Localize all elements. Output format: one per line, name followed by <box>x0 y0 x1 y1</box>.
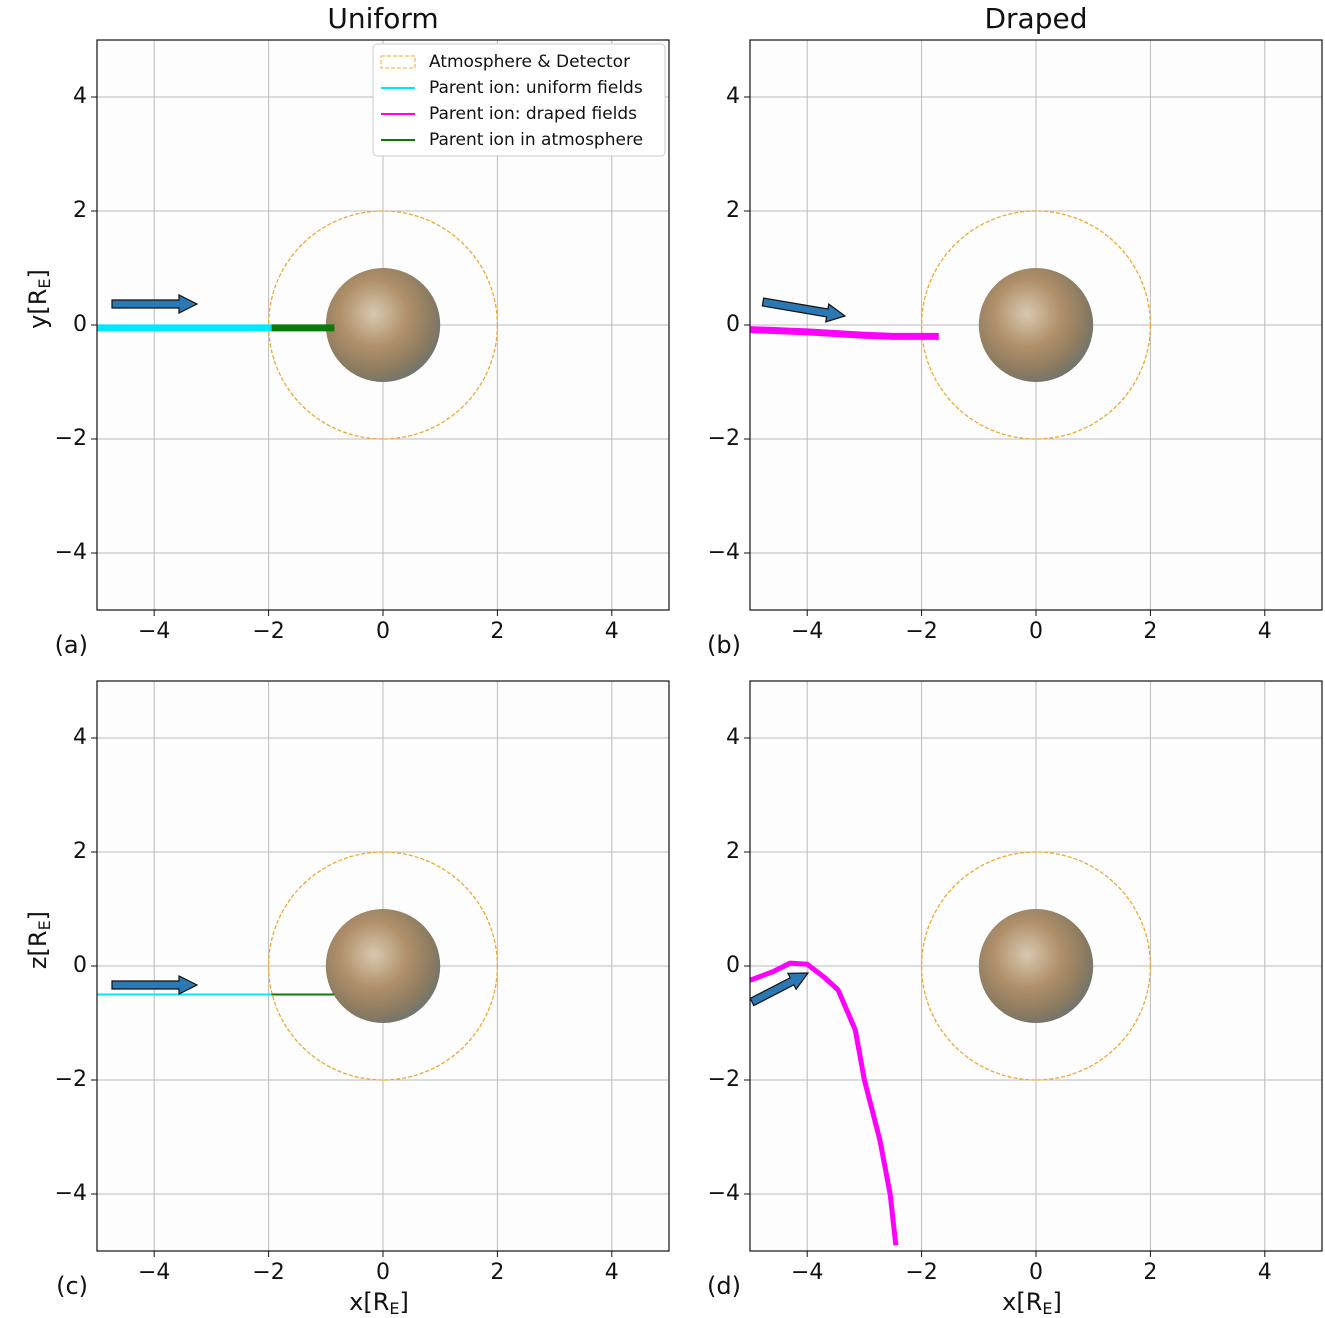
x-tick-label: 4 <box>1258 619 1272 644</box>
x-tick-label: 2 <box>490 619 504 644</box>
y-tick-label: 2 <box>73 198 87 223</box>
y-tick-label: 4 <box>726 725 740 750</box>
legend-box <box>372 43 666 157</box>
y-tick-label: 2 <box>73 839 87 864</box>
axes-frame <box>749 39 1323 611</box>
x-tick-label: 0 <box>1029 1260 1043 1285</box>
axis-label-part: ] <box>24 269 52 278</box>
axis-label: x[RE] <box>349 1288 409 1318</box>
panel-label: (c) <box>56 1272 88 1300</box>
y-tick-label: 4 <box>73 84 87 109</box>
axes-frame <box>749 680 1323 1252</box>
axis-label-part: E <box>35 279 54 289</box>
axis-label: y[RE] <box>24 269 54 329</box>
y-tick-label: −4 <box>708 1181 740 1206</box>
axis-label-part: ] <box>399 1288 408 1316</box>
x-tick-label: −4 <box>791 619 823 644</box>
y-tick-label: −2 <box>55 1067 87 1092</box>
x-tick-label: −4 <box>791 1260 823 1285</box>
atmosphere <box>920 851 1152 1081</box>
panel-title: Draped <box>984 2 1087 35</box>
y-tick-label: −2 <box>708 426 740 451</box>
x-tick-label: −2 <box>905 619 937 644</box>
panel-label: (a) <box>55 631 88 659</box>
moon <box>978 268 1094 382</box>
axis-label-part: z[R <box>24 930 52 969</box>
x-tick-label: 0 <box>376 1260 390 1285</box>
x-tick-label: −2 <box>905 1260 937 1285</box>
atmosphere <box>920 210 1152 440</box>
axis-label: z[RE] <box>24 911 54 969</box>
axis-label-part: y[R <box>24 289 52 329</box>
flow-arrow <box>749 972 810 1007</box>
axis-label-part: x[R <box>349 1288 389 1316</box>
legend-label: Parent ion: uniform fields <box>429 78 643 98</box>
x-tick-label: −4 <box>138 619 170 644</box>
legend-label: Atmosphere & Detector <box>429 52 630 72</box>
y-tick-label: −2 <box>55 426 87 451</box>
y-tick-label: 0 <box>726 312 740 337</box>
axis-label-part: ] <box>24 911 52 920</box>
trajectory <box>749 326 939 340</box>
axes-frame <box>96 680 670 1252</box>
y-tick-label: 2 <box>726 198 740 223</box>
x-tick-label: 0 <box>376 619 390 644</box>
moon <box>978 909 1094 1023</box>
atmosphere <box>267 851 499 1081</box>
axis-label-part: x[R <box>1002 1288 1042 1316</box>
axis-label-part: E <box>389 1299 399 1318</box>
y-tick-label: 4 <box>726 84 740 109</box>
axis-label-part: ] <box>1052 1288 1061 1316</box>
flow-arrow <box>111 294 199 314</box>
axis-label-part: E <box>1042 1299 1052 1318</box>
x-tick-label: 4 <box>605 1260 619 1285</box>
axes-frame <box>96 39 670 611</box>
legend-label: Parent ion: draped fields <box>429 104 637 124</box>
legend-swatch <box>380 55 416 69</box>
y-tick-label: −4 <box>708 540 740 565</box>
y-tick-label: 4 <box>73 725 87 750</box>
x-tick-label: 4 <box>1258 1260 1272 1285</box>
flow-arrow <box>761 297 847 323</box>
atmosphere <box>267 210 499 440</box>
y-tick-label: −4 <box>55 1181 87 1206</box>
flow-arrow <box>111 975 199 995</box>
x-tick-label: −4 <box>138 1260 170 1285</box>
y-tick-label: −4 <box>55 540 87 565</box>
y-tick-label: 0 <box>73 953 87 978</box>
x-tick-label: 0 <box>1029 619 1043 644</box>
x-tick-label: 2 <box>490 1260 504 1285</box>
y-tick-label: 0 <box>726 953 740 978</box>
axis-label-part: E <box>35 920 54 930</box>
x-tick-label: 4 <box>605 619 619 644</box>
x-tick-label: −2 <box>252 1260 284 1285</box>
x-tick-label: 2 <box>1143 619 1157 644</box>
y-tick-label: 2 <box>726 839 740 864</box>
panel-label: (d) <box>707 1272 741 1300</box>
panel-title: Uniform <box>327 2 438 35</box>
legend-label: Parent ion in atmosphere <box>429 130 643 150</box>
y-tick-label: 0 <box>73 312 87 337</box>
moon <box>325 909 441 1023</box>
trajectory <box>749 960 899 1246</box>
panel-label: (b) <box>707 631 741 659</box>
y-tick-label: −2 <box>708 1067 740 1092</box>
x-tick-label: 2 <box>1143 1260 1157 1285</box>
moon <box>325 268 441 382</box>
x-tick-label: −2 <box>252 619 284 644</box>
axis-label: x[RE] <box>1002 1288 1062 1318</box>
